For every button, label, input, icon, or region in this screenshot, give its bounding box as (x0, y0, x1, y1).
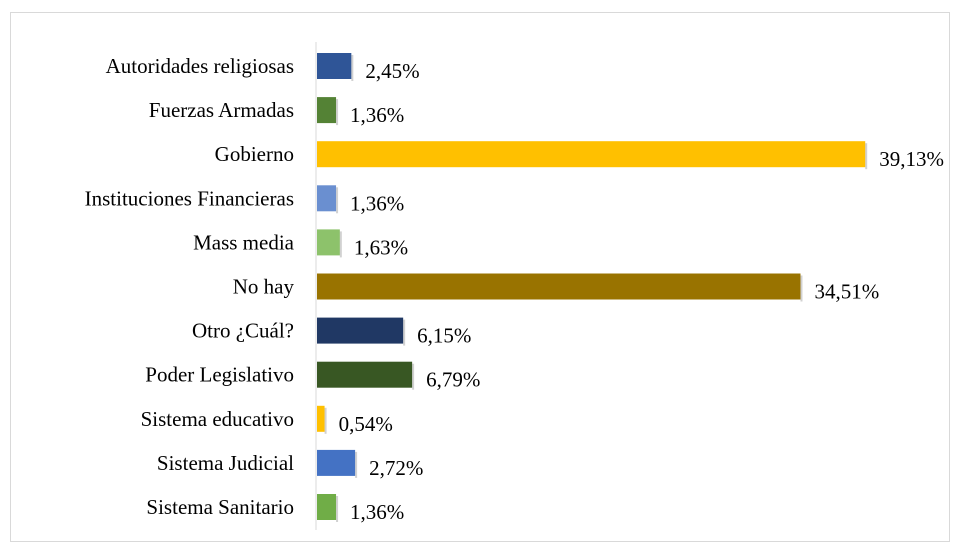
value-label-sistema-educativo: 0,54% (339, 412, 393, 436)
category-label-autoridades-religiosas: Autoridades religiosas (106, 54, 294, 78)
category-label-no-hay: No hay (233, 275, 295, 299)
value-label-fuerzas-armadas: 1,36% (350, 103, 404, 127)
value-label-poder-legislativo: 6,79% (426, 368, 480, 392)
value-label-otro-cual: 6,15% (417, 324, 471, 348)
value-label-instituciones-financieras: 1,36% (350, 191, 404, 215)
category-label-sistema-educativo: Sistema educativo (141, 407, 294, 431)
bar-poder-legislativo (317, 361, 413, 388)
value-label-sistema-judicial: 2,72% (369, 456, 423, 480)
bar-no-hay (317, 273, 801, 300)
bar-autoridades-religiosas (317, 53, 352, 79)
category-label-poder-legislativo: Poder Legislativo (145, 363, 294, 387)
bar-shadow-instituciones-financieras (336, 187, 339, 214)
bar-shadow-poder-legislativo (412, 363, 415, 390)
category-label-fuerzas-armadas: Fuerzas Armadas (149, 98, 294, 122)
bar-sistema-educativo (317, 405, 325, 432)
category-label-mass-media: Mass media (193, 230, 295, 254)
bar-shadow-gobierno (865, 143, 868, 170)
bar-mass-media (317, 229, 340, 256)
category-label-instituciones-financieras: Instituciones Financieras (85, 186, 294, 210)
bar-shadow-sistema-judicial (355, 451, 358, 478)
bar-gobierno (317, 141, 866, 168)
value-label-sistema-sanitario: 1,36% (350, 500, 404, 524)
bar-shadow-sistema-sanitario (336, 496, 339, 522)
bar-shadow-fuerzas-armadas (336, 99, 339, 126)
bar-sistema-judicial (317, 449, 356, 476)
bar-sistema-sanitario (317, 494, 337, 520)
category-label-sistema-sanitario: Sistema Sanitario (146, 495, 294, 519)
bar-shadow-mass-media (339, 231, 342, 258)
bar-shadow-sistema-educativo (324, 407, 327, 434)
category-label-sistema-judicial: Sistema Judicial (157, 451, 294, 475)
category-label-otro-cual: Otro ¿Cuál? (192, 319, 294, 343)
bar-instituciones-financieras (317, 185, 337, 212)
value-label-autoridades-religiosas: 2,45% (365, 59, 419, 83)
bar-shadow-autoridades-religiosas (351, 55, 354, 81)
bar-otro-cual (317, 317, 404, 344)
bar-fuerzas-armadas (317, 97, 337, 124)
bar-shadow-otro-cual (403, 319, 406, 346)
bar-shadow-no-hay (800, 275, 803, 302)
value-label-mass-media: 1,63% (354, 235, 408, 259)
value-label-gobierno: 39,13% (879, 147, 944, 171)
value-label-no-hay: 34,51% (814, 280, 879, 304)
category-label-gobierno: Gobierno (215, 142, 294, 166)
